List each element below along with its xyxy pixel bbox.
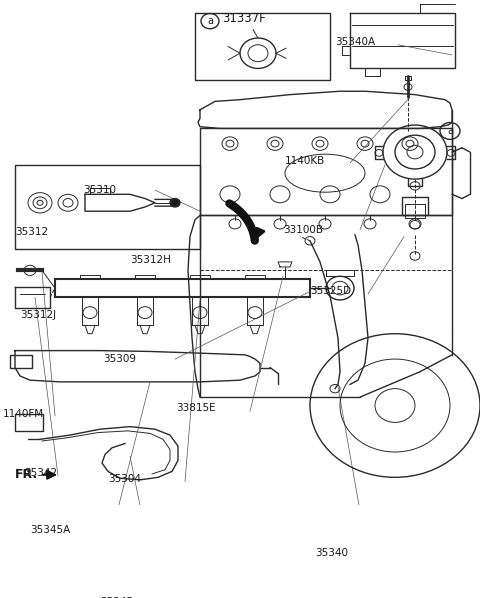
Bar (200, 129, 452, 215)
Text: 35309: 35309 (103, 354, 136, 364)
Text: 35345A: 35345A (30, 524, 70, 535)
Text: 33815E: 33815E (176, 403, 216, 413)
Text: 35340: 35340 (315, 548, 348, 559)
Bar (405, 205, 425, 218)
Text: 35312J: 35312J (20, 310, 56, 320)
Text: FR.: FR. (15, 468, 38, 481)
Text: 35304: 35304 (108, 474, 141, 484)
Text: a: a (207, 16, 213, 26)
Text: 35310: 35310 (83, 185, 116, 195)
Text: 33100B: 33100B (283, 225, 323, 235)
Text: 35312: 35312 (15, 227, 48, 237)
Text: 35312H: 35312H (130, 255, 171, 266)
Text: 35325D: 35325D (310, 286, 351, 297)
Text: 1140KB: 1140KB (285, 155, 325, 166)
Bar (55, 279, 310, 297)
Text: 35342: 35342 (24, 468, 57, 478)
Text: 35345: 35345 (100, 597, 133, 598)
Bar (15, 164, 200, 249)
Bar (10, 355, 32, 368)
Circle shape (170, 199, 180, 207)
Bar (15, 414, 43, 431)
Bar (402, 197, 428, 215)
Text: 1140FM: 1140FM (3, 409, 44, 419)
Bar (195, 13, 330, 80)
Text: 35340A: 35340A (335, 37, 375, 47)
Text: 31337F: 31337F (222, 12, 266, 25)
Text: a: a (447, 126, 453, 136)
